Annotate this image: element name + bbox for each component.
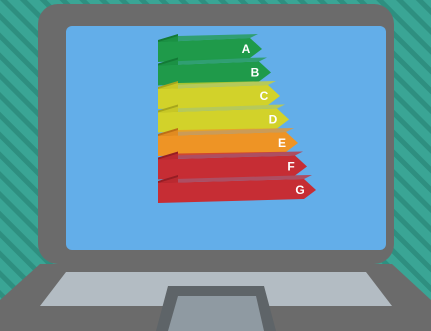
energy-bar [158,108,289,133]
energy-bar-top [158,175,312,183]
energy-class-label: F [287,160,294,174]
energy-bar-top [158,81,276,89]
energy-class-c: C [158,81,280,109]
energy-class-label: D [269,113,278,127]
energy-bar [158,132,298,156]
energy-class-d: D [158,104,289,133]
energy-bar-top [158,104,285,113]
energy-class-f: F [158,151,307,180]
energy-class-b: B [158,57,271,86]
energy-bar-top [158,128,294,136]
energy-bar [158,38,262,62]
energy-class-label: B [251,66,260,80]
touchpad-surface [168,296,264,331]
energy-bar-top [158,34,258,42]
energy-class-a: A [158,34,262,62]
energy-bar [158,85,280,109]
energy-class-g: G [158,175,316,203]
energy-bar [158,61,271,86]
energy-class-label: E [278,136,286,150]
energy-class-label: C [260,89,269,103]
energy-bar [158,155,307,180]
energy-bar [158,179,316,203]
energy-bar-top [158,151,303,160]
energy-class-e: E [158,128,298,156]
energy-class-label: A [242,42,251,56]
energy-bar-top [158,57,267,66]
energy-class-label: G [295,183,304,197]
